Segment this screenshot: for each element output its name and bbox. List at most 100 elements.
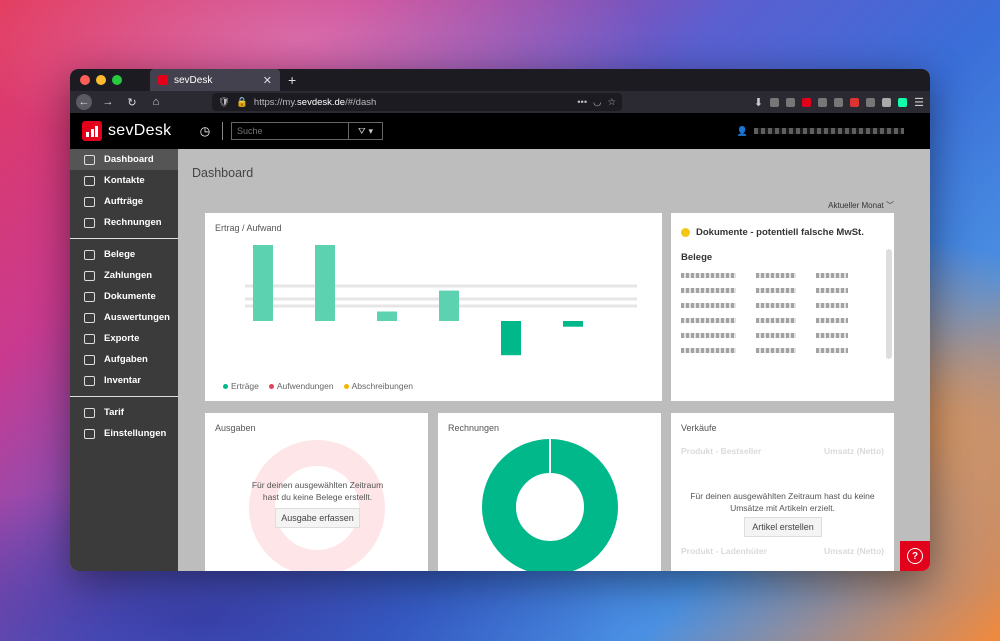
list-item[interactable] [681,273,894,278]
sidebar-item-label: Zahlungen [104,270,153,281]
filter-dropdown-button[interactable]: ⛛ ▾ [349,122,383,140]
close-window-button[interactable] [80,75,90,85]
extension-icon[interactable] [898,97,908,107]
card-title: Verkäufe [681,423,717,433]
documents-subtitle: Belege [681,252,713,263]
bookmark-star-icon[interactable]: ☆ [607,96,616,108]
bar[interactable] [563,321,583,327]
sidebar-item-label: Belege [104,249,136,260]
user-menu[interactable]: 👤 [737,126,904,137]
sidebar-item-label: Dokumente [104,291,156,302]
sevdesk-logo[interactable]: sevDesk [82,121,192,141]
list-item[interactable] [681,318,894,323]
sidebar-divider [70,238,178,239]
extension-icon[interactable] [850,97,860,107]
sidebar: Dashboard Kontakte Aufträge Rechnungen Beleg… [70,149,178,571]
ausgaben-card: Ausgaben Für deinen ausgewählten Zeitrau… [205,413,428,571]
sidebar-item-rechnungen[interactable]: Rechnungen [70,212,178,233]
sidebar-item-auswertungen[interactable]: Auswertungen [70,307,178,328]
sidebar-item-belege[interactable]: Belege [70,244,178,265]
download-icon[interactable]: ⬇ [753,96,764,109]
pocket-icon[interactable]: ◡ [593,96,602,108]
bar[interactable] [501,321,521,356]
rechnungen-card: Rechnungen [438,413,661,571]
zoom-window-button[interactable] [112,75,122,85]
documents-card-title: Dokumente - potentiell falsche MwSt. [681,227,894,238]
close-tab-icon[interactable]: ✕ [262,74,272,87]
sidebar-item-auftraege[interactable]: Aufträge [70,191,178,212]
list-item[interactable] [681,288,894,293]
card-title: Ausgaben [215,423,256,433]
bar[interactable] [253,245,273,321]
sidebar-item-dokumente[interactable]: Dokumente [70,286,178,307]
home-icon[interactable]: ⌂ [152,96,160,108]
create-article-button[interactable]: Artikel erstellen [744,517,822,537]
extension-icon[interactable] [882,97,892,107]
shield-icon: 🛡 [218,96,231,108]
more-icon[interactable]: ••• [577,96,588,108]
ertrag-aufwand-card: Ertrag / Aufwand Erträge Aufwendungen Ab… [205,213,662,401]
dashboard-icon [84,154,95,165]
extension-icon[interactable] [770,97,780,107]
extension-icon[interactable] [802,97,812,107]
minimize-window-button[interactable] [96,75,106,85]
extension-icon[interactable] [866,97,876,107]
new-tab-icon[interactable]: + [288,72,297,88]
export-icon [84,333,95,344]
reload-icon[interactable]: ↻ [127,96,137,109]
extension-icon[interactable] [834,97,844,107]
list-item[interactable] [681,348,894,353]
documents-scrollbar[interactable] [886,249,892,359]
sidebar-item-exporte[interactable]: Exporte [70,328,178,349]
legend-abschreibungen[interactable]: Abschreibungen [344,381,413,391]
sidebar-item-tarif[interactable]: Tarif [70,402,178,423]
back-icon[interactable]: ← [76,94,92,110]
gear-icon [84,428,95,439]
card-icon [84,270,95,281]
url-text: https://my.sevdesk.de/#/dash [253,96,377,108]
browser-tab[interactable]: sevDesk ✕ [150,69,280,91]
user-icon: 👤 [736,125,748,136]
lock-icon: 🔒 [236,96,248,108]
sidebar-item-label: Tarif [104,407,124,418]
sidebar-item-inventar[interactable]: Inventar [70,370,178,391]
sidebar-item-label: Aufgaben [104,354,148,365]
add-expense-button[interactable]: Ausgabe erfassen [275,508,360,528]
verkaeufe-empty-message: Für deinen ausgewählten Zeitraum hast du… [690,491,875,513]
folder-icon [84,196,95,207]
bar[interactable] [315,245,335,321]
list-item[interactable] [681,333,894,338]
sidebar-item-label: Aufträge [104,196,144,207]
ertrag-chart [245,245,637,356]
menu-icon[interactable]: ☰ [914,96,924,109]
window-controls [70,75,132,85]
sidebar-item-zahlungen[interactable]: Zahlungen [70,265,178,286]
forward-icon[interactable]: → [102,96,114,108]
sidebar-item-dashboard[interactable]: Dashboard [70,149,178,170]
period-select[interactable]: Aktueller Monat ﹀ [828,201,894,210]
bar[interactable] [439,290,459,321]
ladenhueter-revenue-header: Umsatz (Netto) [824,546,884,556]
address-bar[interactable]: 🛡 🔒 https://my.sevdesk.de/#/dash ••• ◡ ☆ [212,93,622,111]
extension-icon[interactable] [786,97,796,107]
check-icon [84,354,95,365]
sidebar-item-einstellungen[interactable]: Einstellungen [70,423,178,444]
report-icon [84,312,95,323]
sidebar-item-aufgaben[interactable]: Aufgaben [70,349,178,370]
logo-icon [82,121,102,141]
extension-icon[interactable] [818,97,828,107]
list-item[interactable] [681,303,894,308]
legend-ertraege[interactable]: Erträge [223,381,259,391]
rechnungen-donut-chart [482,439,618,571]
tab-title: sevDesk [174,74,213,86]
user-name-redacted [754,128,904,134]
receipt-icon [84,249,95,260]
sidebar-item-kontakte[interactable]: Kontakte [70,170,178,191]
page-title: Dashboard [192,166,254,180]
help-button[interactable]: ? [900,541,930,571]
search-input[interactable] [231,122,349,140]
bar[interactable] [377,311,397,322]
history-clock-icon[interactable]: ◷ [199,124,211,138]
legend-aufwendungen[interactable]: Aufwendungen [269,381,334,391]
chevron-down-icon: ▾ [368,125,374,136]
